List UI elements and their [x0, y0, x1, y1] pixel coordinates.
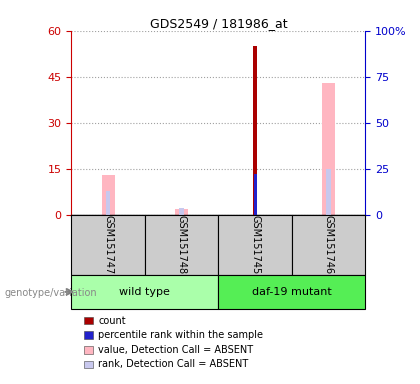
Bar: [106, 191, 110, 215]
Bar: [102, 175, 115, 215]
Text: GSM151745: GSM151745: [250, 215, 260, 275]
Text: genotype/variation: genotype/variation: [4, 288, 97, 298]
FancyBboxPatch shape: [292, 215, 365, 275]
Text: percentile rank within the sample: percentile rank within the sample: [98, 330, 263, 340]
FancyBboxPatch shape: [218, 215, 292, 275]
Text: GSM151747: GSM151747: [103, 215, 113, 275]
FancyBboxPatch shape: [71, 215, 145, 275]
Text: value, Detection Call = ABSENT: value, Detection Call = ABSENT: [98, 345, 253, 355]
Bar: [254, 174, 257, 215]
Bar: [322, 83, 335, 215]
Text: GSM151746: GSM151746: [324, 215, 333, 274]
Title: GDS2549 / 181986_at: GDS2549 / 181986_at: [150, 17, 287, 30]
Text: daf-19 mutant: daf-19 mutant: [252, 287, 332, 297]
Text: rank, Detection Call = ABSENT: rank, Detection Call = ABSENT: [98, 359, 249, 369]
FancyBboxPatch shape: [145, 215, 218, 275]
FancyBboxPatch shape: [218, 275, 365, 309]
Text: count: count: [98, 316, 126, 326]
Bar: [326, 169, 331, 215]
Text: wild type: wild type: [119, 287, 171, 297]
FancyBboxPatch shape: [71, 275, 218, 309]
Bar: [253, 46, 257, 215]
Bar: [175, 209, 188, 215]
Bar: [179, 208, 184, 215]
Text: GSM151748: GSM151748: [177, 215, 186, 274]
